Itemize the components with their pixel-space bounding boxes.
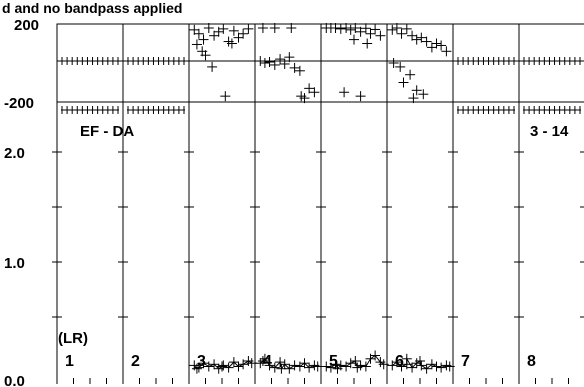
- channel-label: 7: [461, 353, 470, 370]
- amp-tick-label: 2.0: [4, 145, 25, 162]
- amp-tick-label: 0.0: [4, 373, 25, 387]
- polarization-label: (LR): [58, 330, 88, 347]
- amp-trace: [326, 354, 384, 370]
- amp-trace: [391, 356, 450, 370]
- baseline-label: EF - DA: [80, 123, 134, 140]
- channel-label: 8: [527, 353, 536, 370]
- axis-labels: 200 -200 2.0 1.0 0.0 1 2 3 4 5 6 7 8: [4, 17, 536, 387]
- chart-title-fragment: d and no bandpass applied: [2, 0, 182, 16]
- channel-label: 2: [131, 353, 140, 370]
- channel-label: 3: [197, 353, 206, 370]
- channel-label: 6: [395, 353, 404, 370]
- panel-frames: [56, 23, 584, 384]
- axis-ticks: [52, 151, 584, 384]
- amp-tick-label: 1.0: [4, 255, 25, 272]
- phase-tick-label-top: 200: [14, 17, 39, 34]
- channel-label: 5: [329, 353, 338, 370]
- amp-trace: [193, 360, 252, 370]
- data-marks: [61, 23, 581, 374]
- phase-tick-label-bottom: -200: [4, 95, 34, 112]
- channel-label: 4: [263, 353, 272, 370]
- channel-label: 1: [65, 353, 74, 370]
- scan-label: 3 - 14: [530, 123, 569, 140]
- amp-trace: [259, 357, 318, 370]
